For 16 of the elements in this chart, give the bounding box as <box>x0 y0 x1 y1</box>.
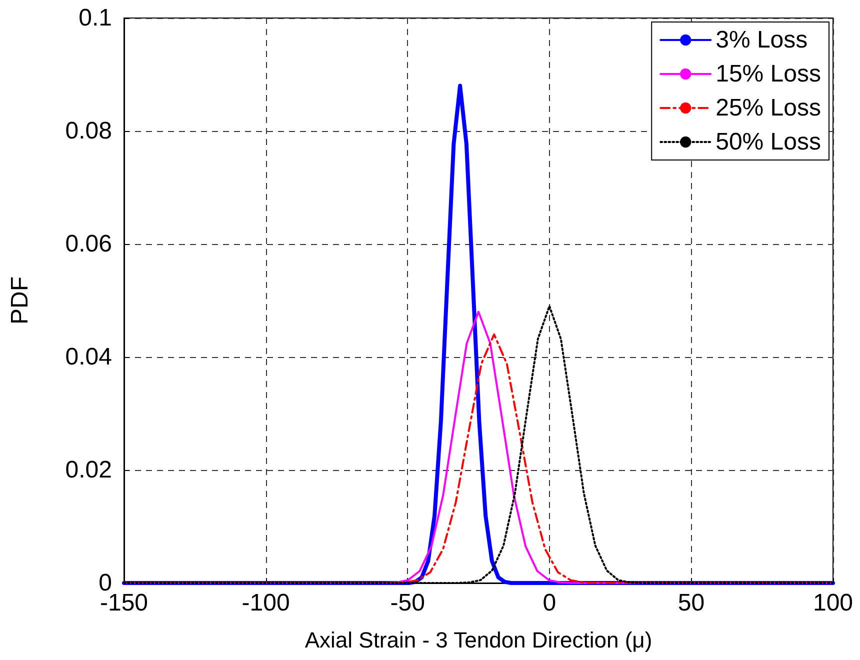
legend-label: 15% Loss <box>716 60 822 88</box>
legend-label: 25% Loss <box>716 94 822 122</box>
x-tick-label: 0 <box>542 590 556 616</box>
y-tick-label: 0.04 <box>65 344 112 370</box>
y-tick-label: 0.08 <box>65 118 112 144</box>
y-tick-label: 0.1 <box>78 4 112 32</box>
x-tick-label: -50 <box>390 590 425 616</box>
y-axis-title: PDF <box>6 276 34 324</box>
y-tick-label: 0.02 <box>65 456 112 484</box>
x-axis-title: Axial Strain - 3 Tendon Direction (μ) <box>304 628 652 652</box>
legend-label: 50% Loss <box>716 128 822 156</box>
x-tick-label: 50 <box>678 590 705 616</box>
legend-label: 3% Loss <box>716 26 808 54</box>
x-tick-label: 100 <box>812 590 854 616</box>
x-tick-label: -100 <box>242 590 290 616</box>
y-tick-label: 0.06 <box>65 230 112 258</box>
